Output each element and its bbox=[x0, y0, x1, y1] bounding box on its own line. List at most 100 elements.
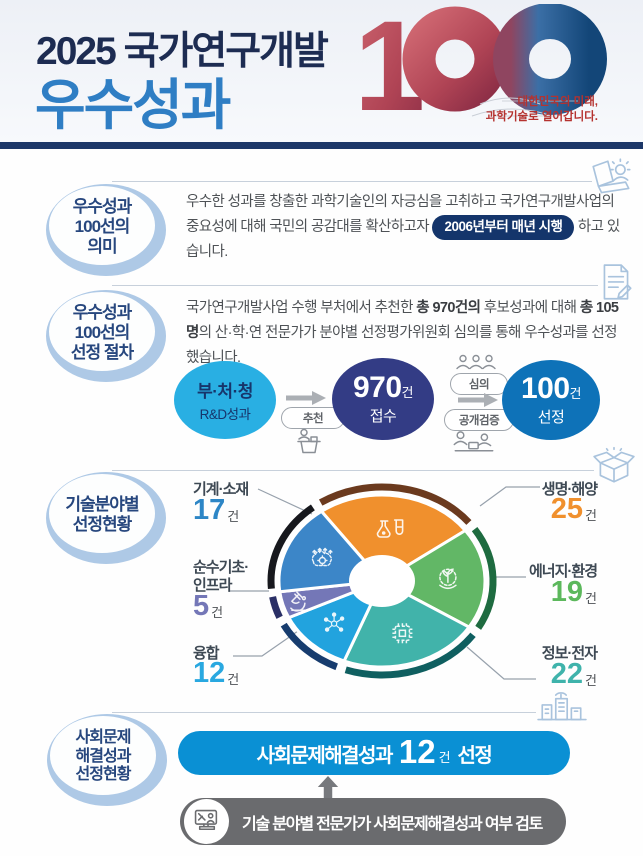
social-result-pill: 사회문제해결성과 12 건 선정 bbox=[178, 731, 570, 775]
page-title-line1: 2025 국가연구개발 bbox=[36, 30, 329, 73]
flow-step-received: 970 건 접수 bbox=[332, 358, 434, 440]
chart-label-convergence: 융합 bbox=[193, 645, 220, 662]
process-text: 국가연구개발사업 수행 부처에서 추천한 bbox=[186, 300, 417, 316]
badge-line: 해결성과 bbox=[75, 747, 132, 765]
badge-line: 의미 bbox=[87, 237, 117, 257]
document-edit-icon bbox=[603, 264, 632, 300]
arrow-right-icon bbox=[458, 393, 498, 407]
chart-value-machinery: 17 건 bbox=[193, 494, 240, 526]
badge-line: 사회문제 bbox=[75, 728, 132, 746]
flow-step-ministries: 부·처·청 R&D성과 bbox=[174, 361, 276, 439]
ring-arc-순수기초·인프라 bbox=[269, 596, 283, 619]
tagline-rule bbox=[492, 100, 578, 117]
computer-review-icon bbox=[194, 809, 217, 830]
badge-tech-fields: 기술분야별 선정현황 bbox=[46, 472, 166, 564]
badge-line: 기술분야별 bbox=[65, 494, 139, 514]
chart-label-energy-env: 에너지·환경 bbox=[529, 563, 598, 580]
section4-divider bbox=[112, 712, 536, 713]
badge-line: 100선의 bbox=[74, 322, 131, 342]
flow-step3-number: 100 bbox=[520, 371, 570, 405]
laptop-user-icon bbox=[592, 158, 631, 194]
logo-tagline-line1: 대한민국의 미래, bbox=[518, 94, 598, 108]
city-network-icon bbox=[537, 692, 587, 721]
badge-line: 우수성과 bbox=[72, 302, 133, 322]
reviewers-icon bbox=[453, 431, 494, 452]
logo-zero-ring-1 bbox=[402, 6, 508, 112]
review-pill: 심의 bbox=[450, 373, 508, 395]
slice-생명·해양 bbox=[320, 493, 467, 583]
flow-step-selected: 100 건 선정 bbox=[502, 360, 600, 440]
flow-step2-label: 접수 bbox=[369, 407, 397, 425]
header: 2025 국가연구개발 우수성과 1 대한민국의 미래, 과학기술로 열어갑니다… bbox=[0, 0, 643, 142]
ring-arc-생명·해양 bbox=[318, 483, 472, 525]
chart-value-info-elec: 22 건 bbox=[550, 658, 597, 690]
chart-value-basic-infra: 5 건 bbox=[193, 590, 224, 622]
ring-arc-에너지·환경 bbox=[471, 526, 497, 630]
ring-arc-융합 bbox=[280, 622, 338, 671]
social-pill-suffix: 선정 bbox=[457, 744, 493, 767]
badge-line: 우수성과 bbox=[72, 196, 133, 216]
header-divider-bar bbox=[0, 142, 643, 149]
page-title-line2: 우수성과 bbox=[35, 74, 231, 136]
tech-field-donut-chart bbox=[230, 483, 540, 680]
section2-divider bbox=[112, 285, 598, 286]
badge-line: 선정 절차 bbox=[70, 343, 134, 363]
chart-label-machinery: 기계·소재 bbox=[193, 481, 249, 498]
process-bold-970: 총 970건의 bbox=[416, 300, 481, 316]
chart-value-energy-env: 19 건 bbox=[550, 576, 597, 608]
flow-step3-label: 선정 bbox=[537, 408, 565, 426]
public-verification-pill: 공개검증 bbox=[444, 409, 514, 431]
social-pill-number: 12 bbox=[398, 732, 436, 770]
logo-zero-ring-2 bbox=[493, 4, 607, 115]
ring-arc-정보·전자 bbox=[344, 632, 476, 679]
note-icon-circle bbox=[184, 799, 229, 844]
social-pill-unit: 건 bbox=[438, 750, 451, 765]
badge-social-problem: 사회문제 해결성과 선정현황 bbox=[47, 714, 167, 806]
logo-100: 1 대한민국의 미래, 과학기술로 열어갑니다. bbox=[354, 4, 607, 138]
logo-tagline-line2: 과학기술로 열어갑니다. bbox=[486, 109, 598, 123]
process-text: 후보성과에 대해 bbox=[480, 300, 580, 316]
open-box-icon bbox=[593, 446, 635, 483]
logo-wave-lines bbox=[471, 97, 553, 117]
badge-line: 선정현황 bbox=[75, 766, 132, 784]
badge-line: 100선의 bbox=[74, 216, 131, 236]
badge-line: 선정현황 bbox=[72, 515, 133, 534]
chart-label-basic-infra-2: 인프라 bbox=[193, 577, 232, 594]
chart-label-info-elec: 정보·전자 bbox=[541, 645, 598, 662]
review-note-pill: 기술 분야별 전문가가 사회문제해결성과 여부 검토 bbox=[180, 798, 566, 845]
social-pill-prefix: 사회문제해결성과 bbox=[256, 744, 394, 767]
meaning-text-before: 우수한 성과를 창출한 과학기술인의 자긍심을 고취하고 국가연구개발사업의 중… bbox=[186, 194, 615, 236]
flow-step1-title: 부·처·청 bbox=[197, 382, 253, 401]
chart-label-basic-infra: 순수기초· bbox=[193, 559, 249, 576]
molecule-icon bbox=[323, 612, 345, 632]
ring-arc-기계·소재 bbox=[267, 504, 315, 590]
person-podium-icon bbox=[297, 428, 321, 454]
leader-lines bbox=[230, 486, 540, 680]
flow-step3-unit: 건 bbox=[569, 385, 582, 401]
flow-step2-unit: 건 bbox=[401, 384, 414, 400]
recommend-pill: 추천 bbox=[281, 407, 345, 429]
chart-value-bio-marine: 25 건 bbox=[550, 493, 597, 525]
arrow-right-icon bbox=[286, 391, 326, 405]
chart-label-bio-marine: 생명·해양 bbox=[541, 481, 598, 498]
arrow-up-icon bbox=[317, 776, 339, 798]
lab-flasks-icon bbox=[376, 519, 404, 538]
meaning-text-after: 하고 있습니다. bbox=[186, 219, 620, 261]
eco-hand-icon bbox=[439, 568, 457, 590]
machine-brain-icon bbox=[311, 547, 333, 567]
badge-meaning: 우수성과 100선의 의미 bbox=[46, 184, 166, 276]
chart-value-convergence: 12 건 bbox=[193, 657, 240, 689]
review-note-text: 기술 분야별 전문가가 사회문제해결성과 여부 검토 bbox=[242, 815, 543, 833]
badge-process: 우수성과 100선의 선정 절차 bbox=[46, 290, 166, 382]
section1-divider bbox=[112, 181, 592, 182]
slice-에너지·환경 bbox=[380, 529, 487, 629]
meaning-paragraph: 우수한 성과를 창출한 과학기술인의 자긍심을 고취하고 국가연구개발사업의 중… bbox=[186, 190, 622, 265]
donut-center bbox=[349, 555, 415, 607]
flow-step2-number: 970 bbox=[352, 370, 402, 404]
section3-divider bbox=[112, 470, 594, 471]
flow-step1-sub: R&D성과 bbox=[199, 407, 251, 422]
chip-icon bbox=[392, 623, 413, 644]
since-2006-pill: 2006년부터 매년 시행 bbox=[432, 215, 575, 240]
microscope-icon bbox=[290, 591, 307, 612]
